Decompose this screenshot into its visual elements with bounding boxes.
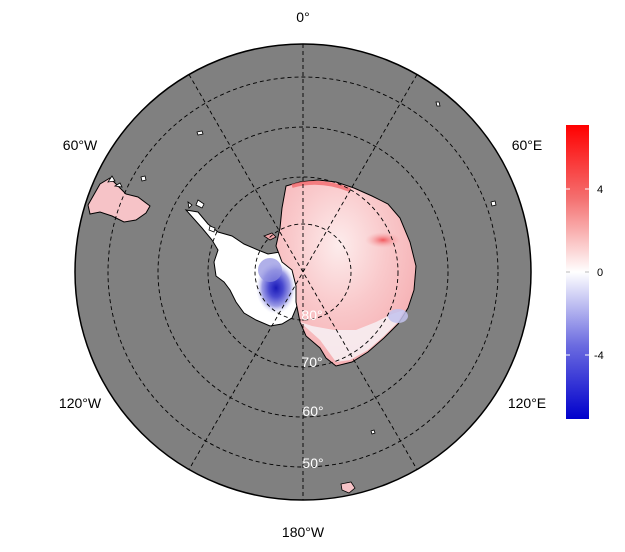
lon-label-180w: 180°W [282,524,325,540]
lon-label-60w: 60°W [63,137,98,153]
map-border [74,43,532,501]
parallel-50 [107,76,499,468]
colorbar-label-4: 4 [597,184,603,196]
colorbar-gradient [566,125,589,419]
lon-label-120w: 120°W [59,395,102,411]
antarctica-east [275,179,417,367]
lon-label-120e: 120°E [508,395,546,411]
lat-label-60: 60° [302,403,323,419]
graticule [107,44,499,500]
small-islands [196,101,497,494]
lat-label-80: 80° [301,307,322,323]
colorbar: 4 0 -4 [566,125,604,419]
lat-label-70: 70° [301,354,322,370]
lon-label-60e: 60°E [512,137,543,153]
parallel-80 [254,223,352,321]
lat-label-50: 50° [302,455,323,471]
lon-label-0: 0° [296,9,309,25]
meridian-60 [188,74,418,470]
south-america-tip [87,175,151,223]
colorbar-label-0: 0 [597,267,603,279]
colorbar-label-neg4: -4 [594,350,604,362]
meridian-120 [188,74,418,470]
